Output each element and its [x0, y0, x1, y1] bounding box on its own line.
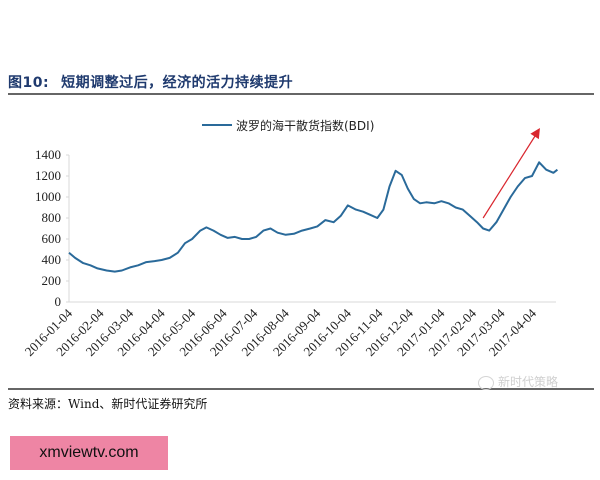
y-axis: 0 200 400 600 800 1000 1200 1400 — [35, 147, 70, 309]
watermark-text: 新时代策略 — [498, 375, 559, 389]
y-tick-label: 1000 — [35, 189, 61, 204]
bdi-line-chart: 波罗的海干散货指数(BDI) 0 200 400 600 800 1000 1200 1400… — [22, 118, 559, 359]
figure-title-text: 短期调整过后，经济的活力持续提升 — [61, 75, 294, 91]
trend-arrow — [482, 128, 540, 219]
legend-label: 波罗的海干散货指数(BDI) — [236, 118, 374, 133]
figure-number: 图10: — [8, 75, 50, 91]
title-divider — [8, 93, 594, 95]
y-tick-label: 200 — [42, 273, 62, 288]
site-badge[interactable]: xmviewtv.com — [10, 436, 168, 470]
watermark: 新时代策略 — [478, 373, 558, 390]
figure-title: 图10: 短期调整过后，经济的活力持续提升 — [8, 72, 293, 92]
y-tick-label: 1400 — [35, 147, 61, 162]
y-tick-label: 0 — [55, 294, 62, 309]
arrowhead-icon — [530, 128, 540, 140]
bdi-series-line — [68, 161, 559, 273]
y-tick-label: 400 — [42, 252, 62, 267]
x-axis: 2016-01-042016-02-042016-03-042016-04-04… — [22, 301, 556, 359]
y-tick-label: 600 — [42, 231, 62, 246]
wechat-icon — [478, 375, 494, 390]
source-note: 资料来源：Wind、新时代证券研究所 — [8, 397, 208, 411]
y-tick-label: 1200 — [35, 168, 61, 183]
legend: 波罗的海干散货指数(BDI) — [202, 118, 374, 133]
source-divider — [8, 388, 594, 390]
y-tick-label: 800 — [42, 210, 62, 225]
